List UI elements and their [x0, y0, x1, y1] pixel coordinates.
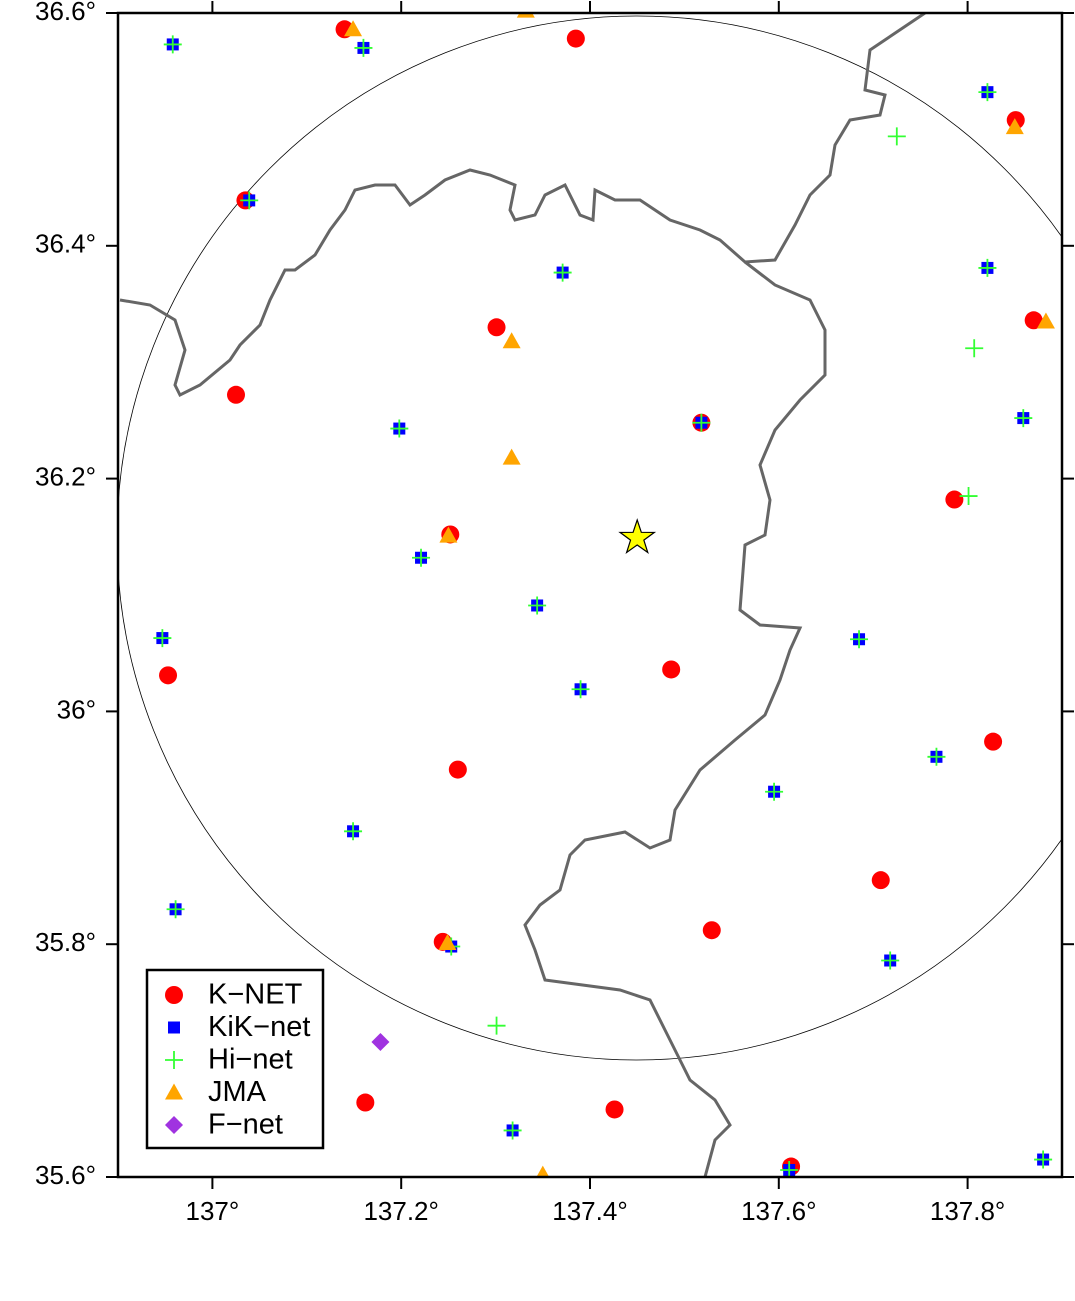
- legend-label: F−net: [208, 1109, 283, 1141]
- station-marker: [978, 258, 997, 277]
- station-marker: [503, 1121, 522, 1140]
- station-marker: [439, 526, 458, 543]
- station-marker: [1024, 311, 1043, 330]
- legend-label: JMA: [208, 1076, 267, 1108]
- x-tick-label: 137.4°: [552, 1196, 627, 1226]
- stations: [153, 13, 1055, 1177]
- station-marker: [605, 1100, 624, 1119]
- station-marker: [765, 782, 784, 801]
- prefecture-border: [523, 260, 827, 1177]
- radius-circle: [118, 15, 1062, 1061]
- station-marker: [344, 822, 363, 841]
- y-tick-label: 36.2°: [35, 461, 96, 491]
- station-marker: [240, 191, 259, 210]
- station-marker: [487, 1016, 506, 1035]
- station-marker: [344, 20, 363, 37]
- station-marker: [166, 900, 185, 919]
- station-marker: [662, 660, 681, 679]
- station-marker: [927, 747, 946, 766]
- legend-marker: [165, 1083, 183, 1100]
- station-marker: [163, 35, 182, 54]
- station-marker: [536, 1165, 550, 1177]
- x-tick-label: 137.8°: [930, 1196, 1005, 1226]
- map-layer: [118, 13, 1062, 1177]
- station-marker: [984, 732, 1003, 751]
- legend-label: KiK−net: [208, 1011, 310, 1043]
- station-marker: [965, 339, 984, 358]
- station-marker: [692, 413, 711, 432]
- station-marker: [945, 490, 964, 509]
- station-marker: [566, 29, 585, 48]
- station-marker: [502, 332, 521, 349]
- station-marker: [1034, 1150, 1053, 1169]
- station-marker: [153, 629, 172, 648]
- station-marker: [356, 1093, 375, 1112]
- station-marker: [702, 921, 721, 940]
- station-marker: [1036, 312, 1055, 329]
- station-marker: [371, 1032, 390, 1051]
- legend-label: K−NET: [208, 979, 303, 1011]
- station-marker: [354, 38, 373, 57]
- station-marker: [871, 871, 890, 890]
- x-tick-label: 137.2°: [363, 1196, 438, 1226]
- station-marker: [553, 263, 572, 282]
- station-marker: [448, 760, 467, 779]
- station-marker: [487, 318, 506, 337]
- epicenter: [618, 518, 657, 555]
- prefecture-border: [119, 13, 926, 398]
- y-tick-label: 35.6°: [35, 1160, 96, 1190]
- y-tick-label: 35.8°: [35, 927, 96, 957]
- y-tick-label: 36.6°: [35, 0, 96, 26]
- station-marker: [159, 666, 178, 685]
- station-marker: [438, 934, 457, 951]
- y-tick-label: 36.4°: [35, 229, 96, 259]
- station-marker: [978, 83, 997, 102]
- station-marker: [502, 448, 521, 465]
- station-marker: [959, 487, 978, 506]
- x-tick-label: 137°: [186, 1196, 240, 1226]
- station-marker: [390, 419, 409, 438]
- station-marker: [528, 596, 547, 615]
- station-marker: [850, 630, 869, 649]
- legend-label: Hi−net: [208, 1044, 293, 1076]
- station-marker: [881, 951, 900, 970]
- station-marker: [412, 548, 431, 567]
- legend-marker: [165, 1051, 183, 1069]
- legend-marker: [165, 1116, 183, 1134]
- station-marker: [571, 680, 590, 699]
- station-marker: [516, 13, 535, 18]
- legend-marker: [165, 986, 183, 1004]
- y-tick-label: 36°: [57, 694, 96, 724]
- station-marker: [1005, 118, 1024, 135]
- x-tick-label: 137.6°: [741, 1196, 816, 1226]
- station-marker: [887, 127, 906, 146]
- station-marker: [1014, 409, 1033, 428]
- station-marker: [227, 385, 245, 404]
- legend-marker: [168, 1021, 180, 1034]
